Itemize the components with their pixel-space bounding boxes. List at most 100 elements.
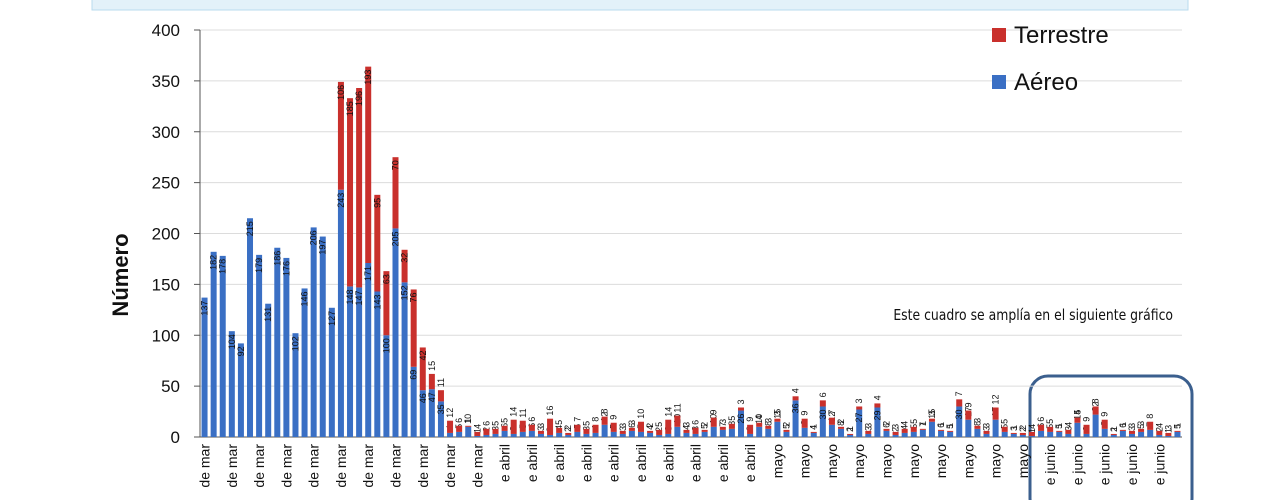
bar-segment: [201, 297, 208, 437]
data-label: 5: [909, 424, 919, 429]
bar-segment: [1019, 434, 1026, 437]
data-label: 4: [900, 425, 910, 430]
data-label: 2: [1018, 427, 1028, 432]
bar-segment: [647, 432, 654, 437]
bar-segment: [319, 236, 326, 437]
data-label: 146: [300, 291, 310, 306]
bar-segment: [919, 428, 926, 430]
bar-segment: [301, 288, 308, 437]
bar-segment: [1147, 429, 1154, 437]
data-label: 205: [390, 231, 400, 246]
x-tick-label: de mar: [387, 444, 403, 488]
data-label: 2: [563, 427, 573, 432]
bar-segment: [1165, 435, 1172, 437]
data-label: 1: [1109, 426, 1119, 431]
bar-segment: [437, 401, 444, 437]
data-label: 42: [418, 350, 428, 360]
data-label: 30: [818, 409, 828, 419]
data-label: 5: [581, 421, 591, 426]
data-label: 186: [272, 251, 282, 266]
bar-segment: [637, 421, 644, 432]
data-label: 10: [636, 409, 646, 419]
bar-segment: [756, 422, 763, 427]
bar-segment: [383, 335, 390, 437]
bar-segment: [510, 433, 517, 437]
bar-segment: [210, 251, 217, 437]
y-axis-label: Número: [108, 233, 133, 316]
data-label: 2: [1109, 427, 1119, 432]
data-label: 9: [709, 410, 719, 415]
data-label: 3: [627, 420, 637, 425]
data-label: 11: [672, 403, 682, 412]
data-label: 10: [754, 414, 764, 424]
data-label: 8: [972, 421, 982, 426]
bar-segment: [592, 424, 599, 433]
x-tick-label: mayo: [933, 444, 949, 478]
x-tick-label: de mar: [360, 444, 376, 488]
bar-segment: [956, 399, 963, 407]
data-label: 4: [900, 421, 910, 426]
bar-segment: [728, 428, 735, 437]
bar-segment: [1174, 430, 1181, 432]
bar-segment: [965, 419, 972, 437]
data-label: 8: [836, 421, 846, 426]
data-label: 7: [827, 410, 837, 415]
x-tick-label: e abril: [578, 444, 594, 482]
data-label: 6: [527, 417, 537, 422]
bar-segment: [674, 415, 681, 427]
bar-segment: [347, 98, 354, 287]
data-label: 1: [463, 418, 473, 423]
bar-segment: [637, 431, 644, 437]
bar-segment: [1101, 428, 1108, 437]
data-label: 5: [554, 420, 564, 425]
bar-segment: [337, 189, 344, 437]
data-label: 8: [1091, 398, 1101, 403]
bar-segment: [437, 390, 444, 402]
bar-segment: [819, 400, 826, 407]
data-label: 3: [1009, 426, 1019, 431]
data-label: 2: [881, 421, 891, 426]
bar-segment: [365, 263, 372, 437]
bar-segment: [401, 249, 408, 283]
data-label: 196: [354, 91, 364, 106]
data-label: 100: [381, 338, 391, 353]
data-label: 6: [1118, 423, 1128, 428]
data-label: 6: [500, 423, 510, 428]
bar-segment: [465, 425, 472, 427]
data-label: 104: [227, 334, 237, 349]
bar-segment: [665, 419, 672, 434]
bar-segment: [583, 428, 590, 434]
data-label: 4: [754, 415, 764, 420]
bar-segment: [883, 428, 890, 431]
y-tick-label: 350: [152, 72, 180, 91]
bar-segment: [692, 427, 699, 434]
bar-segment: [1128, 430, 1135, 434]
x-tick-label: e junio: [1097, 444, 1113, 485]
data-label: 2: [645, 423, 655, 428]
bar-segment: [792, 396, 799, 401]
x-tick-label: de mar: [251, 444, 267, 488]
x-tick-label: e junio: [1042, 444, 1058, 485]
bar-segment: [310, 227, 317, 437]
data-label: 3: [982, 423, 992, 428]
bar-segment: [792, 400, 799, 437]
x-tick-label: mayo: [824, 444, 840, 478]
data-label: 8: [727, 421, 737, 426]
bar-segment: [519, 431, 526, 437]
data-label: 137: [200, 301, 210, 316]
data-label: 5: [1000, 424, 1010, 429]
bar-segment: [392, 157, 399, 229]
data-label: 5: [1072, 410, 1082, 415]
bar-segment: [547, 434, 554, 437]
bar-segment: [965, 410, 972, 420]
data-label: 1: [845, 426, 855, 431]
bar-segment: [892, 434, 899, 437]
bar-segment: [419, 390, 426, 437]
bar-segment: [365, 66, 372, 264]
data-label: 1: [1118, 422, 1128, 427]
bar-segment: [819, 406, 826, 437]
bar-segment: [510, 419, 517, 434]
bar-segment: [1001, 426, 1008, 432]
data-label: 7: [954, 391, 964, 396]
data-label: 2: [845, 427, 855, 432]
